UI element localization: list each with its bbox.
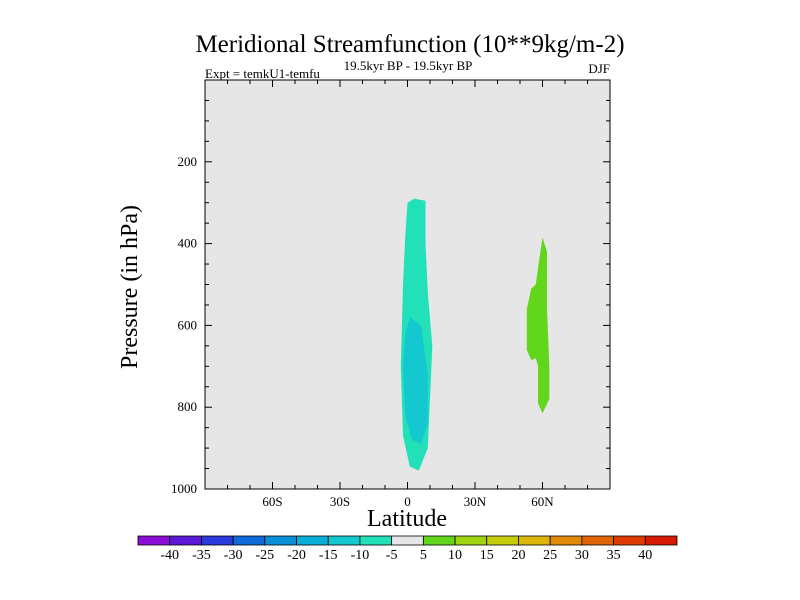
colorbar-label: 25 xyxy=(543,548,557,563)
colorbar-box xyxy=(644,535,678,546)
x-axis-title: Latitude xyxy=(367,506,447,532)
colorbar-box xyxy=(518,535,551,546)
colorbar-box xyxy=(486,535,519,546)
contour-region-1 xyxy=(403,317,428,444)
axes: 200 400 600 800 1000 60S 30S 0 30N 60N xyxy=(171,79,611,509)
colorbar-label: -10 xyxy=(351,548,370,563)
y-tick-label: 600 xyxy=(178,317,198,332)
colorbar-box xyxy=(296,535,329,546)
colorbar-label: -25 xyxy=(255,548,274,563)
colorbar-box xyxy=(327,535,361,546)
colorbar-label: 10 xyxy=(448,548,462,563)
y-tick-label: 200 xyxy=(178,154,198,169)
y-tick-label: 400 xyxy=(178,236,198,251)
colorbar-label: -15 xyxy=(319,548,338,563)
colorbar-label: 20 xyxy=(511,548,525,563)
y-tick-label: 800 xyxy=(178,399,198,414)
colorbar-label: -35 xyxy=(192,548,211,563)
x-tick-label: 60N xyxy=(531,494,554,509)
colorbar-box xyxy=(549,535,583,546)
colorbar-label: 35 xyxy=(607,548,621,563)
right-label: DJF xyxy=(588,61,610,76)
x-tick-label: 60S xyxy=(262,494,282,509)
colorbar-box xyxy=(613,535,646,546)
contour-regions xyxy=(400,198,550,471)
colorbar-box xyxy=(169,535,202,546)
colorbar-box xyxy=(232,535,266,546)
chart-title: Meridional Streamfunction (10**9kg/m-2) xyxy=(195,31,624,58)
colorbar: -40 -35 -30 -25 -20 -15 -10 -5 5 10 15 20 25 30 35 40 xyxy=(137,535,678,563)
colorbar-box xyxy=(137,535,171,546)
colorbar-box xyxy=(391,535,424,546)
colorbar-label: -40 xyxy=(160,548,179,563)
colorbar-box xyxy=(422,535,456,546)
colorbar-box xyxy=(581,535,614,546)
colorbar-label: -5 xyxy=(386,548,398,563)
colorbar-label: 5 xyxy=(420,548,427,563)
x-tick-label: 0 xyxy=(404,494,411,509)
colorbar-label: 15 xyxy=(480,548,494,563)
x-tick-label: 30N xyxy=(464,494,487,509)
y-tick-label: 1000 xyxy=(171,481,197,496)
colorbar-box xyxy=(264,535,297,546)
colorbar-box xyxy=(454,535,488,546)
x-tick-label: 30S xyxy=(330,494,350,509)
y-axis-title: Pressure (in hPa) xyxy=(117,205,143,369)
colorbar-label: -30 xyxy=(224,548,243,563)
center-label: 19.5kyr BP - 19.5kyr BP xyxy=(344,58,473,73)
colorbar-label: 30 xyxy=(575,548,589,563)
left-label: Expt = temkU1-temfu xyxy=(205,66,320,81)
colorbar-label: 40 xyxy=(638,548,652,563)
colorbar-box xyxy=(359,535,393,546)
contour-region-2 xyxy=(526,237,550,414)
colorbar-label: -20 xyxy=(287,548,306,563)
colorbar-box xyxy=(201,535,234,546)
